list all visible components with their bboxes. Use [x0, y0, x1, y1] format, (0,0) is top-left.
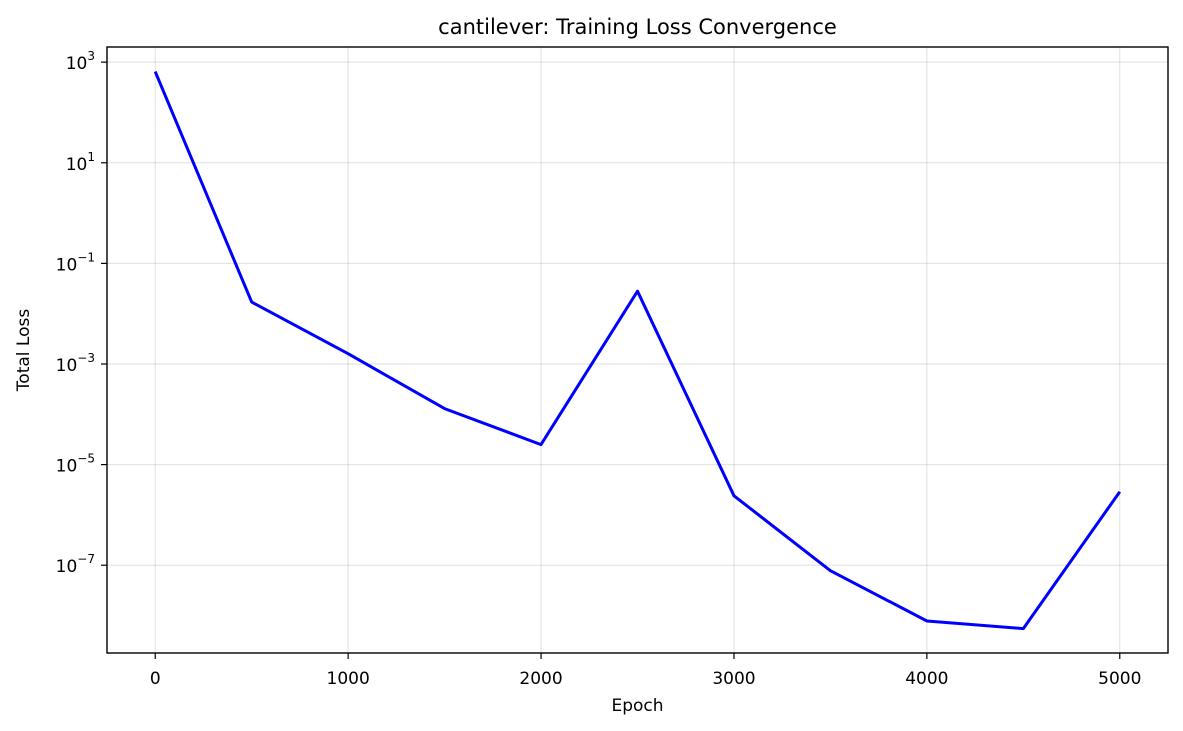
- y-tick-label: 10−5: [56, 452, 95, 477]
- ticks: 0 1000 2000 3000 4000 5000 103 101 10−1 10−3 10−5 1…: [56, 49, 1142, 689]
- x-tick-label: 5000: [1098, 669, 1141, 689]
- y-tick-label: 10−3: [56, 351, 95, 376]
- y-tick-label: 103: [66, 49, 95, 74]
- x-tick-label: 1000: [327, 669, 370, 689]
- y-axis-label: Total Loss: [14, 309, 34, 393]
- y-tick-label: 10−7: [56, 552, 95, 577]
- y-tick-label: 101: [66, 150, 95, 175]
- chart-title: cantilever: Training Loss Convergence: [438, 15, 837, 39]
- x-tick-label: 3000: [712, 669, 755, 689]
- grid-lines: [107, 47, 1168, 653]
- series-layer: [153, 71, 1122, 631]
- y-tick-label: 10−1: [56, 250, 95, 275]
- x-tick-label: 4000: [905, 669, 948, 689]
- x-tick-label: 0: [150, 669, 161, 689]
- plot-frame: [106, 46, 1169, 654]
- x-tick-label: 2000: [519, 669, 562, 689]
- series-line: [153, 71, 1122, 631]
- x-axis-label: Epoch: [611, 696, 663, 716]
